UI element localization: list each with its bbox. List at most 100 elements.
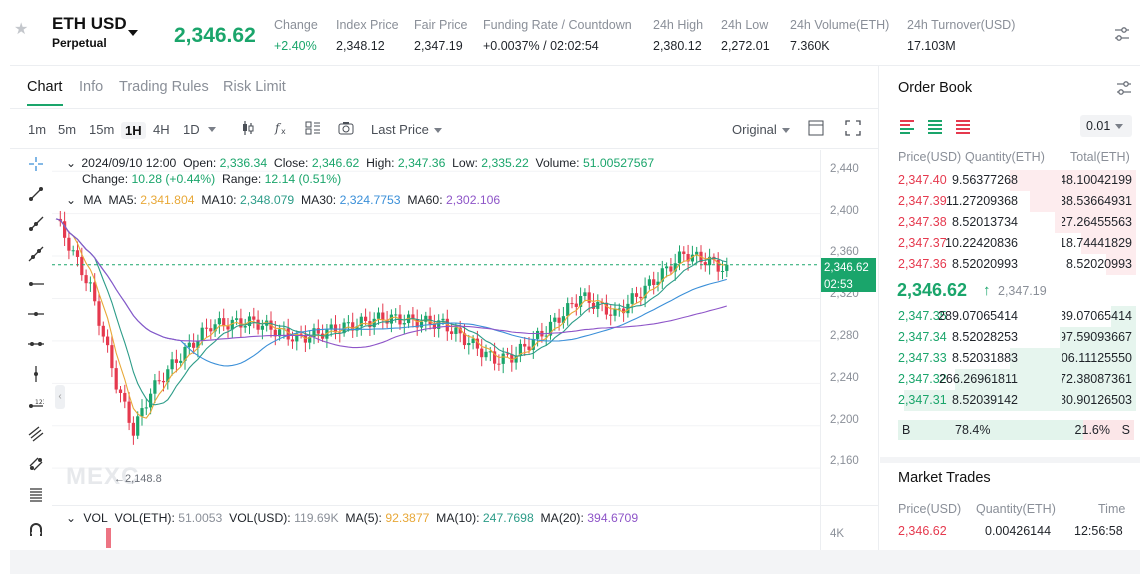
mt-header-time: Time	[1098, 502, 1126, 516]
interval-15m[interactable]: 15m	[89, 122, 115, 137]
chevron-down-icon[interactable]: ⌄	[66, 193, 77, 207]
ma-legend: ⌄ MA MA5: 2,341.804 MA10: 2,348.079 MA30…	[66, 193, 501, 207]
chevron-down-icon[interactable]: ⌄	[66, 156, 77, 170]
interval-5m[interactable]: 5m	[58, 122, 77, 137]
book-bids-only-icon[interactable]	[927, 118, 943, 134]
horizontal-line-icon[interactable]	[28, 306, 44, 322]
buy-ratio-fill	[898, 420, 1084, 440]
candle-body	[467, 343, 471, 346]
parallel-channel-icon[interactable]	[28, 426, 44, 442]
candle-type-icon[interactable]	[240, 120, 256, 136]
trade-qty: 0.00426144	[985, 524, 1052, 538]
ask-qty: 10.22420836	[945, 236, 1018, 250]
extended-line-icon[interactable]	[28, 246, 44, 262]
trend-line-icon[interactable]	[28, 186, 44, 202]
crosshair-icon[interactable]	[28, 156, 44, 172]
window-icon[interactable]	[808, 120, 824, 136]
interval-1m[interactable]: 1m	[28, 122, 47, 137]
candle-body	[88, 282, 92, 284]
candle-body	[299, 333, 303, 335]
interval-4h[interactable]: 4H	[153, 122, 170, 137]
interval-1h[interactable]: 1H	[121, 122, 146, 139]
candle-body	[329, 324, 333, 330]
vertical-line-icon[interactable]	[28, 366, 44, 382]
book-both-sides-icon[interactable]	[899, 118, 915, 134]
candle-body	[424, 315, 428, 322]
bid-row[interactable]: 2,347.34 8.52028253 297.59093667	[884, 327, 1136, 348]
ask-row[interactable]: 2,347.38 8.52013734 27.26455563	[884, 212, 1136, 233]
candle-body	[376, 312, 381, 319]
bid-row[interactable]: 2,347.33 8.52031883 306.11125550	[884, 348, 1136, 369]
ob-header-price: Price(USD)	[898, 150, 962, 164]
more-intervals-chevron-icon[interactable]	[208, 127, 216, 132]
fibonacci-icon[interactable]	[28, 486, 44, 502]
candle-body	[673, 263, 677, 272]
camera-icon[interactable]	[338, 120, 354, 136]
bid-row[interactable]: 2,347.31 8.52039142 580.90126503	[884, 390, 1136, 411]
candle-body	[157, 380, 161, 382]
settings-sliders-icon[interactable]	[1114, 26, 1130, 42]
candle-body	[243, 326, 247, 328]
ask-qty: 8.52020993	[951, 257, 1018, 271]
candle-body	[170, 359, 174, 370]
horizontal-ray-icon[interactable]	[28, 276, 44, 292]
settings-sliders-icon[interactable]	[1116, 80, 1132, 96]
last-price: 2,346.62	[174, 24, 256, 47]
pitchfork-icon[interactable]	[28, 456, 44, 472]
precision-select[interactable]: 0.01	[1080, 115, 1132, 137]
symbol-name[interactable]: ETH USD	[52, 14, 127, 33]
fullscreen-icon[interactable]	[845, 120, 861, 136]
ma60-line	[55, 218, 727, 349]
candle-body	[660, 268, 664, 282]
ob-header-total: Total(ETH)	[1070, 150, 1130, 164]
candle-body	[471, 338, 475, 344]
candle-body	[166, 369, 170, 383]
ask-row[interactable]: 2,347.36 8.52020993 8.52020993	[884, 254, 1136, 275]
price-line-icon[interactable]: 123	[28, 396, 44, 412]
candle-body	[686, 254, 690, 262]
ask-row[interactable]: 2,347.40 9.56377268 48.10042199	[884, 170, 1136, 191]
price-type-select[interactable]: Last Price	[371, 122, 442, 137]
ray-icon[interactable]	[28, 216, 44, 232]
price-axis-tick: 2,200	[830, 414, 859, 426]
ask-row[interactable]: 2,347.37 10.22420836 18.74441829	[884, 233, 1136, 254]
price-axis-tick: 2,440	[830, 163, 859, 175]
chevron-down-icon[interactable]: ⌄	[66, 511, 77, 525]
candle-body	[441, 318, 445, 321]
layout-icon[interactable]	[305, 120, 321, 136]
depth-bar	[954, 369, 1136, 390]
collapse-toolbar-chevron-icon[interactable]: ‹	[55, 385, 65, 409]
candle-body	[536, 330, 540, 339]
candle-body	[355, 326, 359, 331]
mt-header-price: Price(USD)	[898, 502, 962, 516]
ask-price: 2,347.37	[898, 236, 947, 250]
candle-body	[583, 292, 587, 297]
candle-body	[286, 328, 290, 340]
horizontal-segment-icon[interactable]	[28, 336, 44, 352]
tab-info[interactable]: Info	[79, 79, 104, 95]
ask-row[interactable]: 2,347.39 11.27209368 38.53664931	[884, 191, 1136, 212]
tab-risk-limit[interactable]: Risk Limit	[223, 79, 286, 95]
candle-body	[273, 329, 277, 337]
favorite-star-icon[interactable]: ★	[14, 21, 29, 38]
price-axis-tick: 2,360	[830, 246, 859, 258]
view-mode-select[interactable]: Original	[732, 122, 790, 137]
candle-body	[110, 345, 114, 369]
magnet-icon[interactable]	[28, 521, 44, 537]
watermark-logo: MEXC	[66, 463, 140, 490]
tab-trading-rules[interactable]: Trading Rules	[119, 79, 209, 95]
price-chart[interactable]	[52, 150, 820, 550]
sell-label: S	[1121, 423, 1130, 437]
chevron-down-icon[interactable]	[128, 30, 138, 36]
book-asks-only-icon[interactable]	[955, 118, 971, 134]
bid-qty: 8.52031883	[951, 351, 1018, 365]
tab-chart[interactable]: Chart	[27, 79, 63, 95]
divider	[10, 65, 1140, 66]
candle-body	[179, 360, 183, 363]
candle-body	[123, 392, 127, 402]
candle-body	[432, 324, 436, 329]
interval-1d[interactable]: 1D	[183, 122, 200, 137]
